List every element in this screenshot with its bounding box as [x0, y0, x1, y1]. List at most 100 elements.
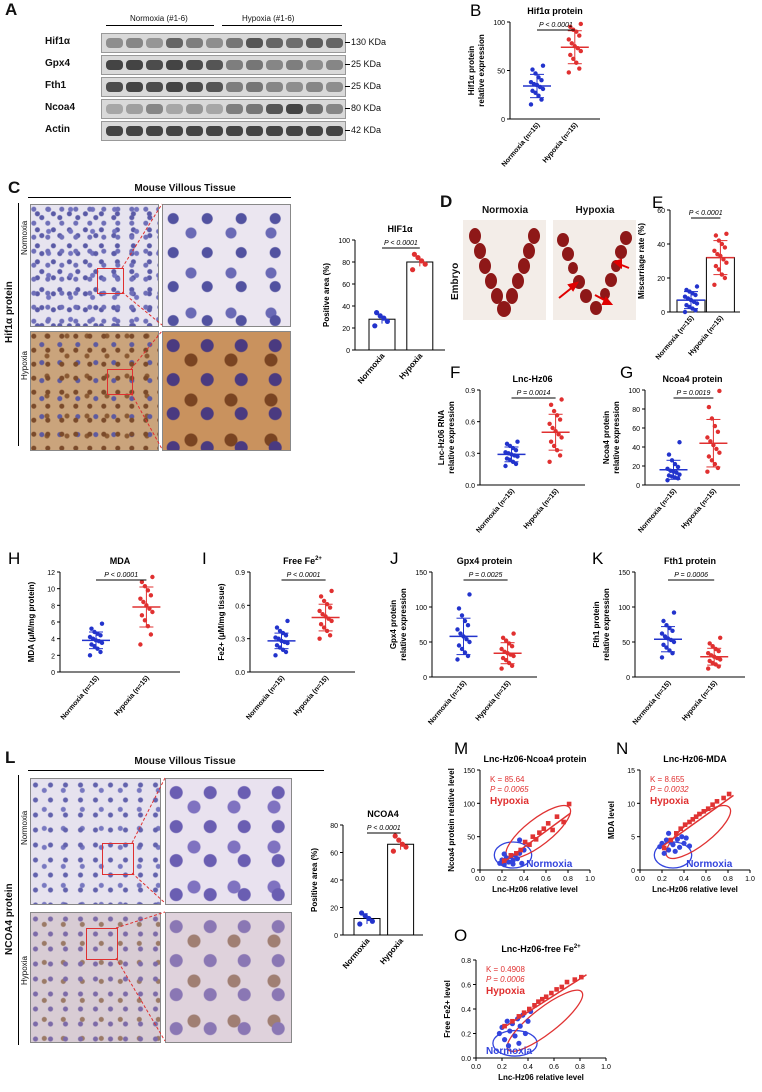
data-point: [712, 282, 717, 287]
data-point: [323, 614, 328, 619]
data-point: [390, 848, 396, 854]
data-point: [709, 458, 715, 463]
x-category-label: Normoxia (n=15): [245, 675, 286, 722]
blot-band: [306, 60, 323, 70]
p-value: P < 0.0001: [384, 240, 418, 247]
data-point: [536, 75, 541, 80]
chart-title: Hif1α protein: [527, 6, 583, 16]
y-axis-label-line: Lnc-Hz06 RNA: [437, 410, 446, 465]
data-point: [279, 638, 284, 644]
data-point: [547, 421, 552, 426]
x-category-label-group: Hypoxia: [378, 936, 405, 966]
y-tick-label: 0: [631, 868, 635, 875]
y-axis-label: Positive area (%): [310, 848, 319, 912]
blot-group-line-hypoxia: [222, 25, 342, 26]
data-point: [554, 447, 560, 453]
data-point: [517, 837, 523, 843]
blot-group-normoxia: Normoxia (#1-6): [130, 14, 188, 23]
x-category-label-group: Normoxia (n=15): [245, 675, 286, 722]
data-point: [410, 267, 416, 273]
y-tick-label: 60: [657, 208, 665, 215]
data-point: [659, 655, 665, 660]
y-tick-label: 40: [657, 242, 665, 249]
x-category-label: Normoxia: [341, 936, 372, 970]
y-tick-label: 0.0: [235, 670, 245, 677]
y-tick-label: 0.2: [461, 1032, 471, 1039]
blot-band: [266, 60, 283, 70]
data-point: [277, 628, 283, 634]
data-point: [712, 461, 718, 467]
blot-band: [286, 104, 303, 114]
ihc-ncoa4-hypoxia-image: [30, 912, 161, 1043]
data-point: [677, 844, 683, 850]
data-point: [667, 648, 672, 653]
x-category-label: Hypoxia: [378, 936, 405, 966]
blot-band: [106, 82, 123, 92]
data-point: [277, 645, 283, 650]
x-tick-label: 0.6: [701, 876, 711, 883]
y-tick-label: 100: [338, 238, 350, 245]
data-point: [462, 618, 468, 624]
data-point: [543, 994, 549, 1000]
data-point: [710, 644, 715, 649]
data-point: [516, 1014, 522, 1019]
blot-band: [186, 82, 203, 92]
blot-band: [266, 126, 283, 136]
y-tick-label: 50: [419, 640, 427, 647]
blot-band: [306, 82, 323, 92]
data-point: [455, 657, 460, 662]
blot-group-line-normoxia: [106, 25, 214, 26]
data-point: [670, 628, 675, 633]
y-axis-label-line: Fe2+ (μM/mg tissue): [217, 583, 226, 660]
data-point: [148, 593, 154, 598]
data-point: [87, 653, 93, 658]
data-point: [504, 456, 510, 461]
blot-band: [326, 126, 343, 136]
chart-title: Fth1 protein: [664, 556, 716, 566]
panel-c-header-line: [28, 197, 291, 198]
data-point: [715, 465, 721, 471]
data-point: [675, 464, 681, 470]
panel-letter-b: B: [470, 1, 481, 20]
data-point: [664, 645, 669, 650]
x-tick-label: 0.2: [657, 876, 667, 883]
y-axis-label-line: Free Fe2+ level: [443, 980, 452, 1038]
bar: [368, 318, 396, 351]
blot-band: [106, 126, 123, 136]
data-point: [706, 666, 711, 671]
data-point: [145, 588, 151, 593]
data-point: [537, 830, 542, 835]
x-tick-label: 0.2: [497, 1064, 507, 1071]
data-point: [694, 284, 700, 289]
y-tick-label: 12: [47, 570, 55, 577]
blot-size-label: 130 KDa: [351, 37, 387, 47]
data-point: [462, 650, 468, 655]
x-category-label: Normoxia (n=15): [60, 675, 101, 722]
data-point: [422, 261, 428, 267]
y-axis-label-line: relative expression: [477, 34, 486, 107]
x-tick-label: 0.0: [471, 1064, 481, 1071]
chart-title: Free Fe2+: [283, 556, 322, 566]
x-category-label: Normoxia: [356, 351, 387, 385]
blot-band: [206, 82, 223, 92]
x-category-label-group: Hypoxia (n=15): [293, 675, 331, 718]
data-point: [682, 294, 688, 299]
data-point: [516, 1040, 522, 1046]
chart-title-text: Lnc-Hz06-Ncoa4 protein: [483, 754, 586, 764]
regression-k: K = 0.4908: [486, 965, 525, 974]
y-tick-label: 0: [346, 348, 350, 355]
data-point: [456, 643, 462, 648]
p-value: P < 0.0001: [104, 572, 138, 579]
y-tick-label: 40: [632, 445, 640, 452]
x-category-label-group: Normoxia (n=15): [501, 122, 542, 169]
panel-letter-f: F: [450, 363, 460, 382]
y-tick-label: 0: [626, 675, 630, 682]
hypoxia-ellipse: [665, 804, 732, 860]
p-value: P = 0.0025: [469, 572, 503, 579]
blot-row-label: Hif1α: [45, 36, 71, 47]
x-category-label-group: Hypoxia: [397, 351, 424, 381]
data-point: [669, 458, 675, 463]
chart-title: Lnc-Hz06-free Fe2+: [501, 944, 581, 954]
data-point: [510, 861, 516, 867]
